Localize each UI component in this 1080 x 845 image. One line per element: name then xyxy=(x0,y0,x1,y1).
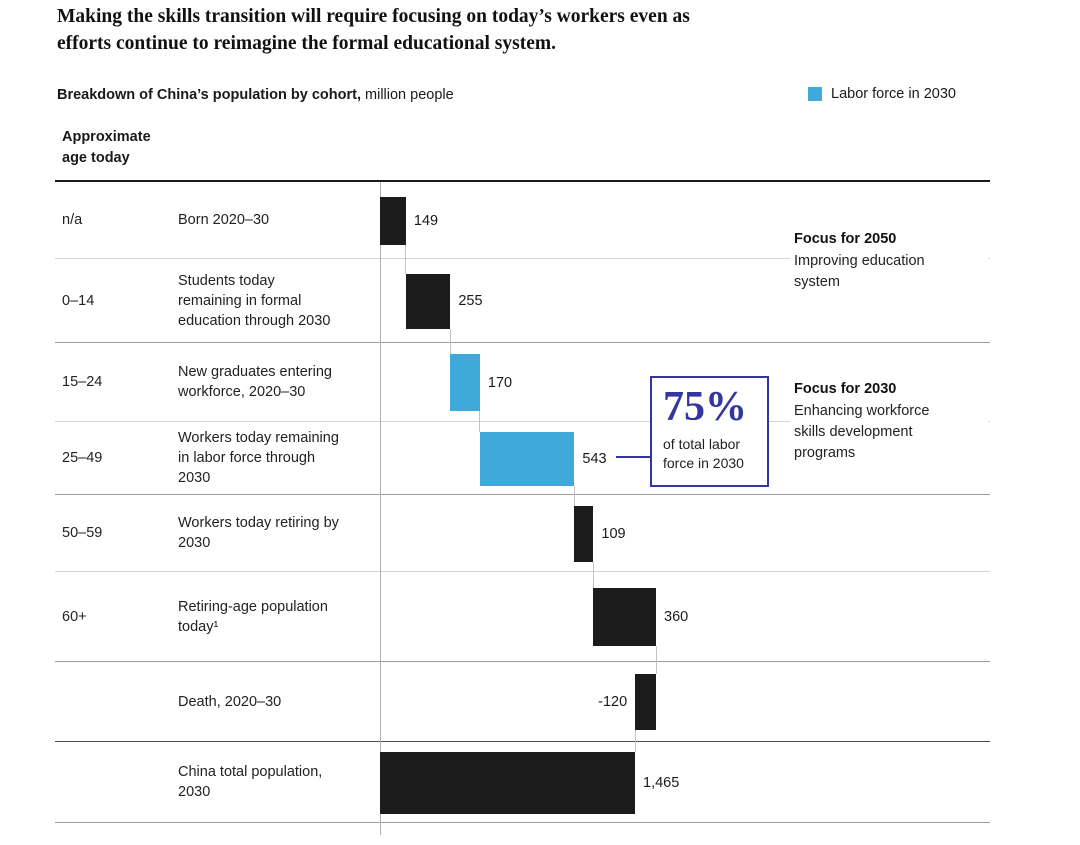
row-description: China total population, 2030 xyxy=(178,764,323,800)
waterfall-bar-5 xyxy=(574,505,594,562)
axis-baseline xyxy=(380,182,381,835)
row-age-label: 15–24 xyxy=(62,374,103,390)
waterfall-connector xyxy=(573,485,575,506)
legend-label: Labor force in 2030 xyxy=(831,86,956,102)
bar-value-label: 1,465 xyxy=(643,774,680,791)
chart-row: 0–14 Students today remaining in formal e… xyxy=(55,259,990,343)
exhibit-title: Making the skills transition will requir… xyxy=(57,6,690,54)
chart-row: China total population, 2030 xyxy=(55,742,990,823)
chart-row: 50–59 Workers today retiring by 2030 xyxy=(55,495,990,572)
row-description: Retiring-age population today¹ xyxy=(178,598,328,635)
waterfall-connector xyxy=(405,244,407,274)
bar-value-label: 255 xyxy=(458,293,483,309)
bar-value-label: 543 xyxy=(582,450,607,467)
annotation-focus-2050: Focus for 2050 Improving education syste… xyxy=(790,227,988,297)
chart-subtitle-bold: Breakdown of China’s population by cohor… xyxy=(57,87,361,103)
waterfall-connector xyxy=(634,730,636,752)
annotation-focus-2030: Focus for 2030 Enhancing workforce skill… xyxy=(790,377,988,468)
focus-2030-body: Enhancing workforce skills development p… xyxy=(794,403,930,461)
waterfall-bar-2 xyxy=(405,273,451,329)
waterfall-connector xyxy=(479,411,481,432)
legend-swatch-icon xyxy=(808,87,822,101)
row-description: New graduates entering workforce, 2020–3… xyxy=(178,364,332,400)
waterfall-bar-4 xyxy=(479,431,575,486)
chart-subtitle-unit: million people xyxy=(360,87,454,103)
callout-percentage: 75% xyxy=(663,384,747,430)
waterfall-bar-3 xyxy=(450,354,480,411)
focus-2050-body: Improving education system xyxy=(794,253,925,290)
row-description: Workers today remaining in labor force t… xyxy=(178,430,339,486)
row-age-label: n/a xyxy=(62,212,83,228)
row-age-label: 60+ xyxy=(62,608,87,625)
waterfall-bar-8 xyxy=(380,751,635,814)
legend: Labor force in 2030 xyxy=(808,86,956,102)
bar-value-label: -120 xyxy=(598,694,628,710)
callout-leader-line xyxy=(616,456,650,458)
waterfall-bar-6 xyxy=(593,588,657,646)
chart-row: 25–49 Workers today remaining in labor fo… xyxy=(55,422,990,495)
chart-row: n/a Born 2020–30 xyxy=(55,182,990,259)
chart-row: Death, 2020–30 xyxy=(55,662,990,742)
labor-share-callout: 75% of total labor force in 2030 xyxy=(650,376,769,487)
callout-caption: of total labor force in 2030 xyxy=(663,436,744,471)
chart-row: 60+ Retiring-age population today¹ xyxy=(55,572,990,662)
waterfall-connector xyxy=(449,328,451,354)
chart-row: 15–24 New graduates entering workforce, 2… xyxy=(55,343,990,422)
bar-value-label: 170 xyxy=(487,374,513,391)
row-description: Death, 2020–30 xyxy=(178,693,282,710)
waterfall-bar-1 xyxy=(380,196,406,245)
row-age-label: 50–59 xyxy=(62,525,103,541)
row-age-label: 0–14 xyxy=(62,292,95,309)
waterfall-connector xyxy=(592,561,594,588)
bar-value-label: 109 xyxy=(601,525,626,542)
focus-2050-heading: Focus for 2050 xyxy=(794,231,897,247)
focus-2030-heading: Focus for 2030 xyxy=(794,381,897,397)
waterfall-connector xyxy=(655,646,657,674)
row-description: Born 2020–30 xyxy=(178,212,270,228)
row-description: Students today remaining in formal educa… xyxy=(178,272,331,329)
bar-value-label: 149 xyxy=(413,212,439,229)
bar-value-label: 360 xyxy=(664,609,689,625)
age-column-header: Approximate age today xyxy=(62,129,151,166)
waterfall-bar-7 xyxy=(635,674,657,730)
waterfall-chart: n/a Born 2020–30 0–14 Students today remain… xyxy=(55,180,990,835)
row-age-label: 25–49 xyxy=(62,450,103,466)
chart-subtitle: Breakdown of China’s population by cohor… xyxy=(57,87,454,103)
row-description: Workers today retiring by 2030 xyxy=(178,515,339,551)
